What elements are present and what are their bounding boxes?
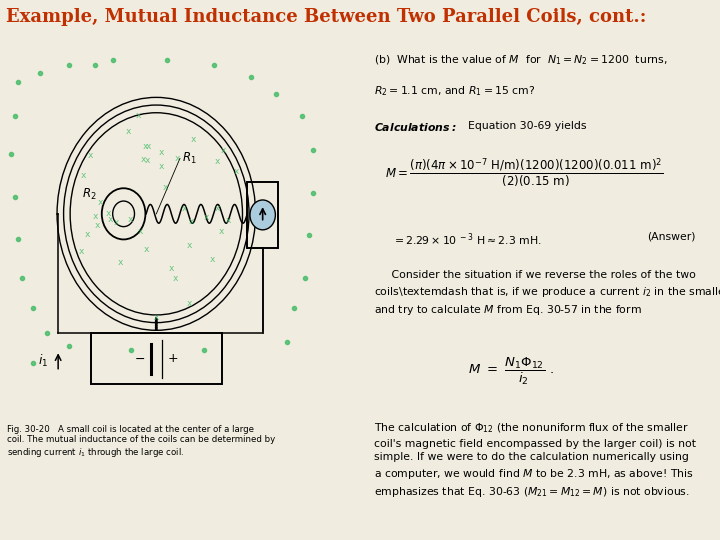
- Text: x: x: [220, 146, 225, 155]
- Text: x: x: [126, 127, 131, 136]
- Text: x: x: [98, 198, 103, 206]
- Text: x: x: [141, 155, 146, 164]
- Text: x: x: [87, 151, 93, 160]
- Text: $R_2$: $R_2$: [81, 187, 96, 202]
- Circle shape: [250, 200, 275, 230]
- Text: Equation 30-69 yields: Equation 30-69 yields: [467, 121, 586, 131]
- Text: x: x: [94, 221, 99, 230]
- Text: $M\ =\ \dfrac{N_1\Phi_{12}}{i_2}\ .$: $M\ =\ \dfrac{N_1\Phi_{12}}{i_2}\ .$: [467, 355, 554, 387]
- Text: x: x: [189, 217, 194, 226]
- Text: x: x: [106, 210, 111, 218]
- Text: Example, Mutual Inductance Between Two Parallel Coils, cont.:: Example, Mutual Inductance Between Two P…: [6, 8, 646, 26]
- Text: x: x: [215, 157, 220, 166]
- Text: x: x: [162, 183, 168, 192]
- Text: $\bfit{Calculations:}$: $\bfit{Calculations:}$: [374, 121, 456, 133]
- Text: x: x: [145, 141, 151, 151]
- Bar: [247, 182, 278, 248]
- Text: x: x: [204, 213, 209, 222]
- Text: $R_1$: $R_1$: [181, 151, 197, 166]
- Text: x: x: [158, 161, 164, 171]
- Text: x: x: [173, 274, 178, 283]
- Text: x: x: [127, 215, 132, 224]
- Text: x: x: [154, 313, 159, 322]
- Text: (Answer): (Answer): [647, 232, 696, 242]
- Text: x: x: [191, 136, 196, 145]
- Text: $+$: $+$: [167, 353, 179, 366]
- Text: x: x: [215, 204, 220, 213]
- Text: x: x: [168, 264, 174, 273]
- Text: $= 2.29 \times 10^{\ -3}\ \mathrm{H} \approx 2.3\ \mathrm{mH}.$: $= 2.29 \times 10^{\ -3}\ \mathrm{H} \ap…: [392, 232, 541, 248]
- Text: $R_2 = 1.1$ cm, and $R_1 = 15$ cm?: $R_2 = 1.1$ cm, and $R_1 = 15$ cm?: [374, 85, 536, 98]
- Text: x: x: [174, 154, 180, 163]
- Text: x: x: [138, 227, 143, 236]
- Text: (b)  What is the value of $M$  for  $N_1 = N_2 = 1200$  turns,: (b) What is the value of $M$ for $N_1 = …: [374, 54, 667, 68]
- Text: Consider the situation if we reverse the roles of the two
coils\textemdash that : Consider the situation if we reverse the…: [374, 270, 720, 317]
- Text: x: x: [145, 156, 150, 165]
- Text: $-$: $-$: [135, 353, 145, 366]
- Bar: [91, 333, 222, 384]
- Text: Fig. 30-20   A small coil is located at the center of a large
coil. The mutual i: Fig. 30-20 A small coil is located at th…: [7, 425, 276, 459]
- Text: x: x: [181, 204, 187, 213]
- Text: x: x: [186, 241, 192, 250]
- Text: x: x: [186, 299, 192, 308]
- Text: x: x: [81, 171, 86, 180]
- Text: x: x: [135, 111, 141, 119]
- Text: $i_1$: $i_1$: [38, 353, 49, 369]
- Text: x: x: [114, 218, 120, 227]
- Text: The calculation of $\Phi_{12}$ (the nonuniform flux of the smaller
coil's magnet: The calculation of $\Phi_{12}$ (the nonu…: [374, 422, 696, 500]
- Text: x: x: [210, 254, 215, 264]
- Text: x: x: [218, 227, 224, 236]
- Text: x: x: [158, 148, 164, 158]
- Text: x: x: [144, 245, 149, 254]
- Text: x: x: [107, 215, 113, 224]
- Text: $M = \dfrac{(\pi)(4\pi \times 10^{-7}\ \mathrm{H/m})(1200)(1200)(0.011\ \mathrm{: $M = \dfrac{(\pi)(4\pi \times 10^{-7}\ \…: [384, 157, 663, 191]
- Text: x: x: [78, 247, 84, 256]
- Text: x: x: [234, 167, 239, 176]
- Text: x: x: [92, 212, 98, 220]
- Text: x: x: [117, 258, 122, 267]
- Text: x: x: [143, 143, 148, 152]
- Text: x: x: [84, 230, 90, 239]
- Text: x: x: [226, 216, 231, 225]
